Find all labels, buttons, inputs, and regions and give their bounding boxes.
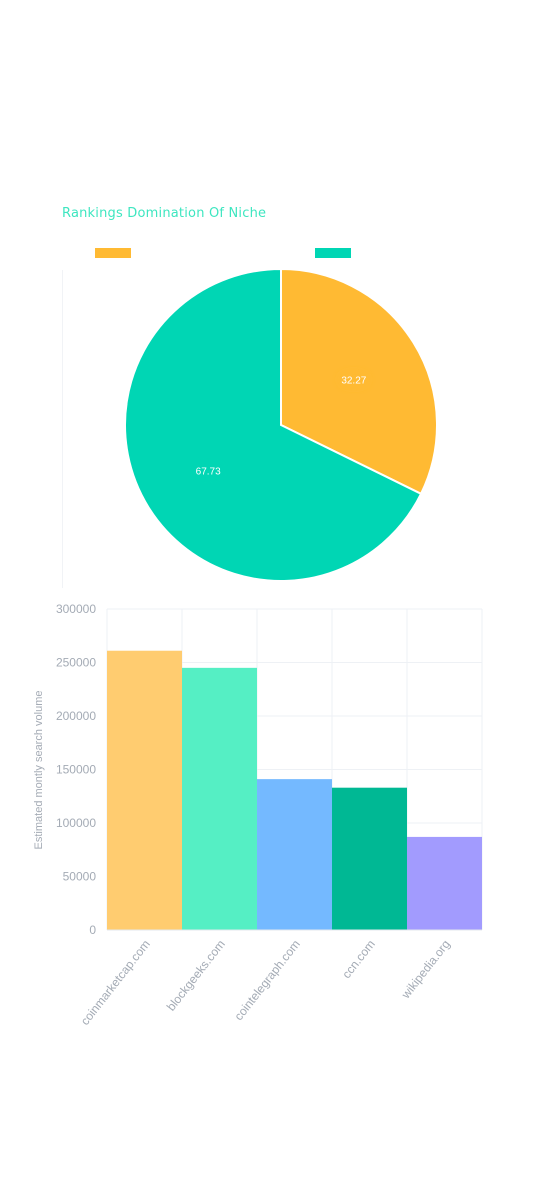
- bar-wikipedia-org[interactable]: [407, 836, 482, 930]
- legend-swatch-slice-1[interactable]: [95, 248, 131, 258]
- y-tick-label: 300000: [56, 602, 96, 616]
- x-tick-label: coinmarketcap.com: [78, 937, 153, 1028]
- y-tick-label: 250000: [56, 656, 96, 670]
- y-axis-label: Estimated montly search volume: [33, 691, 45, 850]
- legend-swatch-slice-2[interactable]: [315, 248, 351, 258]
- x-tick-label: wikipedia.org: [398, 937, 453, 1002]
- pie-chart: 32.27 67.73: [124, 267, 438, 582]
- pie-panel-divider: [62, 270, 63, 588]
- x-tick-label: ccn.com: [339, 937, 378, 981]
- y-tick-label: 0: [89, 923, 96, 937]
- x-tick-label: cointelegraph.com: [231, 937, 302, 1023]
- pie-label-glow: [339, 372, 368, 387]
- y-tick-label: 150000: [56, 763, 96, 777]
- bar-coinmarketcap-com[interactable]: [107, 650, 182, 930]
- y-tick-label: 50000: [63, 870, 97, 884]
- bar-ccn-com[interactable]: [332, 787, 407, 930]
- bar-chart: 0 50000 100000 150000 200000 250000 300000 coin…: [33, 602, 483, 1028]
- pie-slice-2[interactable]: [124, 267, 423, 582]
- y-tick-label: 100000: [56, 816, 96, 830]
- pie-slice-value-label: 67.73: [196, 466, 221, 477]
- x-tick-label: blockgeeks.com: [164, 937, 228, 1013]
- pie-chart-title: Rankings Domination Of Niche: [62, 206, 267, 221]
- bar-cointelegraph-com[interactable]: [257, 779, 332, 930]
- pie-slice-value-label: 32.27: [341, 376, 366, 387]
- pie-label-glow: [194, 463, 223, 478]
- y-tick-label: 200000: [56, 709, 96, 723]
- bar-blockgeeks-com[interactable]: [182, 667, 257, 930]
